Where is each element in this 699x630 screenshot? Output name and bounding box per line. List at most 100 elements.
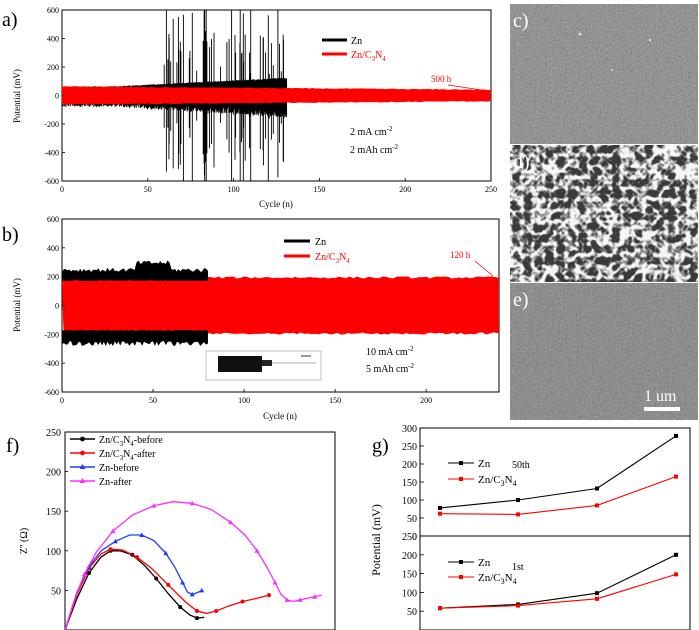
chart-f-point — [151, 503, 157, 508]
chart-g-y-tick-label: 300 — [402, 424, 417, 435]
chart-b-znc3n4-band — [62, 276, 499, 335]
chart-f-legend-label: Zn/C3N4-after — [99, 449, 156, 462]
chart-f-point — [214, 608, 219, 613]
chart-f-legend-text: Zn-before — [99, 463, 140, 474]
chart-f-point — [135, 555, 139, 560]
chart-f-legend-text: N — [123, 449, 130, 460]
chart-g-y-tick-label: 200 — [402, 460, 417, 471]
panel-label-f: f) — [6, 435, 19, 457]
chart-g-point — [438, 505, 442, 510]
chart-f-y-tick-label: 50 — [51, 586, 61, 597]
chart-g-point — [595, 486, 599, 491]
chart-f-point — [199, 587, 205, 593]
chart-a-series-znc3n4 — [62, 86, 491, 105]
chart-g-y-tick-label: 0 — [412, 532, 417, 543]
chart-g-point — [516, 512, 520, 517]
chart-f-ylabel: Z'' (Ω) — [19, 528, 30, 554]
chart-g-legend-marker — [459, 461, 463, 465]
chart-a-condition-1: 2 mA cm-2 — [350, 125, 393, 138]
chart-g-legend-sub: 3 — [501, 479, 505, 488]
chart-f-line-2 — [65, 534, 203, 630]
chart-g-legend-text: Zn/C — [478, 474, 501, 486]
chart-b-legend-zn: Zn — [315, 237, 326, 248]
chart-f-point — [312, 594, 318, 599]
chart-b-inset — [205, 350, 322, 381]
chart-b-ylabel: Potential (mV) — [12, 278, 22, 332]
chart-a-y-tick-label: -600 — [44, 177, 59, 186]
chart-g-point — [438, 511, 442, 516]
chart-a-y-tick-label: -400 — [44, 149, 59, 158]
chart-g-subplot-title: 1st — [512, 562, 524, 573]
chart-g-legend-text: Zn/C — [478, 572, 501, 584]
chart-g-legend-label: Zn — [478, 458, 491, 470]
chart-a-x-tick-label: 50 — [144, 185, 152, 194]
chart-b: 0 50 100 150 200 600 400 200 0 -200 -400 -600 Cycl… — [2, 215, 500, 421]
chart-f-point — [195, 608, 199, 613]
chart-f-line-0 — [65, 550, 205, 630]
chart-f-legend-label: Zn/C3N4-before — [99, 435, 163, 448]
chart-f-legend-text: -after — [134, 449, 156, 460]
chart-f-y-tick-label: 200 — [46, 468, 61, 479]
chart-f-point — [112, 538, 118, 544]
chart-g-point — [674, 572, 678, 577]
chart-f-point — [189, 591, 195, 597]
chart-b-y-ticks: 600 400 200 0 -200 -400 -600 — [44, 215, 65, 397]
chart-f-point — [189, 500, 195, 506]
chart-b-y-tick-label: -600 — [44, 388, 59, 397]
chart-g-line — [439, 573, 677, 609]
chart-g-legend-marker — [459, 560, 463, 564]
chart-f-legend-sub: 4 — [130, 440, 134, 448]
chart-a-y-tick-label: 200 — [47, 63, 59, 72]
chart-g-series: 50th 1st — [438, 433, 678, 611]
chart-b-x-tick-label: 150 — [329, 396, 341, 405]
chart-b-series-zn — [62, 260, 208, 347]
chart-g-legend-label: Zn/C3N4 — [478, 572, 517, 586]
chart-b-legend-znc3n4: Zn/C3N4 — [315, 252, 350, 265]
chart-b-zn-lower-band — [62, 329, 208, 347]
chart-a-legend-znc3n4: Zn/C3N4 — [351, 50, 386, 63]
chart-g-ylabel: Potential (mV) — [369, 504, 383, 576]
chart-f-legend-text: -before — [134, 435, 163, 446]
scale-bar — [644, 407, 680, 411]
chart-f-y-tick-label: 100 — [46, 547, 61, 558]
chart-b-y-tick-label: -400 — [44, 359, 59, 368]
chart-g-point — [595, 503, 599, 508]
chart-b-series-znc3n4 — [62, 276, 499, 335]
chart-a-x-tick-label: 0 — [60, 185, 64, 194]
chart-f-point — [267, 593, 271, 598]
chart-b-y-tick-label: 400 — [47, 244, 59, 253]
chart-f-legend-text: Zn-after — [99, 477, 132, 488]
chart-g-point — [516, 498, 520, 502]
chart-a-y-tick-label: 0 — [55, 92, 59, 101]
chart-f-legend-marker — [79, 478, 86, 483]
chart-a-ylabel: Potential (mV) — [12, 69, 22, 123]
chart-b-annotation-arrow — [474, 260, 494, 277]
chart-f-point — [228, 519, 234, 525]
chart-a-x-ticks: 0 50 100 150 200 250 — [60, 178, 497, 194]
panel-label-a: a) — [2, 9, 18, 31]
chart-f-point — [87, 570, 91, 575]
chart-f-point — [178, 605, 183, 610]
chart-b-zn-upper-band — [62, 260, 208, 282]
chart-f-legend-sub: 3 — [120, 454, 124, 462]
chart-f-point — [180, 579, 186, 585]
chart-g-line — [439, 554, 677, 609]
chart-a-y-tick-label: -200 — [44, 120, 59, 129]
sem-image-e: e) 1 um — [510, 283, 698, 420]
chart-a-y-tick-label: 600 — [47, 6, 59, 15]
chart-f-y-tick-label: 250 — [46, 428, 61, 439]
chart-a-xlabel: Cycle (n) — [259, 199, 293, 209]
chart-g-point — [438, 606, 442, 611]
chart-g-point — [674, 474, 678, 479]
chart-f-series — [65, 500, 322, 630]
chart-g-y-tick-label: 250 — [402, 442, 417, 453]
sem-image-d: d) — [510, 145, 698, 282]
chart-g-legend-text: N — [505, 474, 513, 486]
chart-a-annotation: 500 h — [431, 74, 452, 84]
chart-g-legend-text: N — [505, 572, 513, 584]
chart-f-point — [81, 572, 87, 577]
